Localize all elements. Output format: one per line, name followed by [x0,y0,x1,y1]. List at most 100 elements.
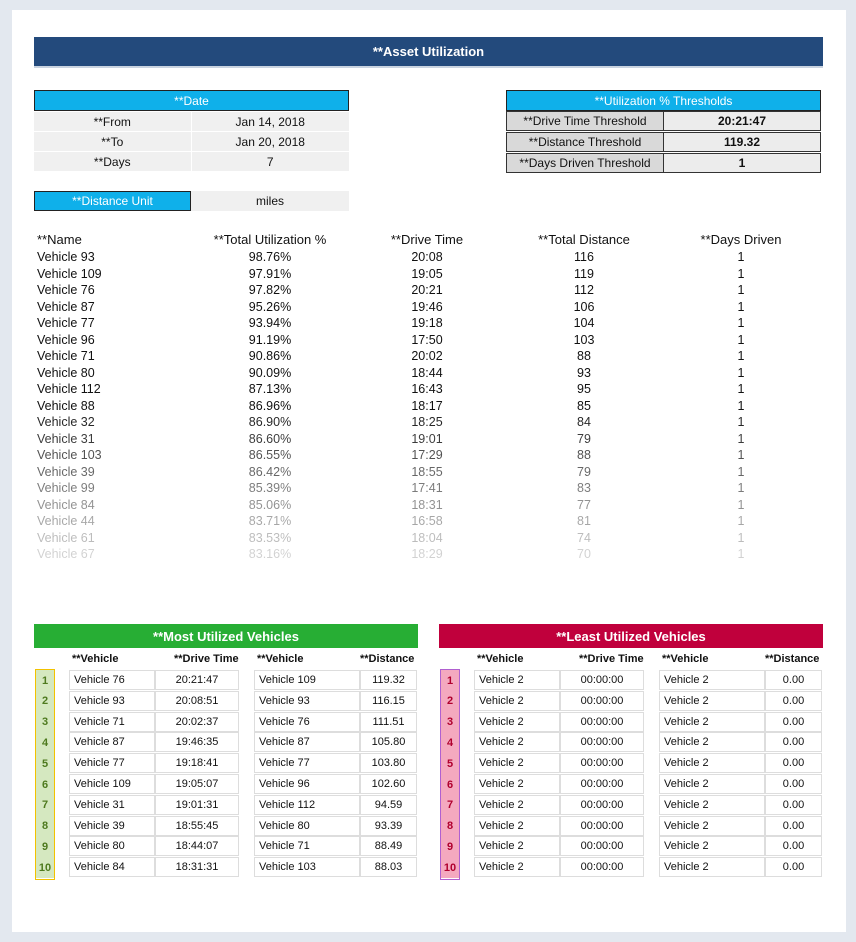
rank-number: 8 [441,815,459,837]
column-header: **Vehicle [477,653,524,665]
vehicle-name: Vehicle 88 [37,398,95,413]
threshold-value: 20:21:47 [664,111,821,131]
utilization-percent: 83.16% [248,547,292,561]
most-utilized-header: **Most Utilized Vehicles [34,624,418,648]
distance: 88.49 [360,836,417,857]
vehicle-name: Vehicle 77 [254,753,360,774]
drive-time: 18:31 [411,497,443,512]
utilization-percent: 83.53% [248,530,292,545]
distance: 0.00 [765,857,822,878]
distance: 116.15 [360,690,417,711]
vehicle-name: Vehicle 76 [69,670,155,690]
rank-number: 5 [36,753,54,775]
drive-time: 20:08 [411,250,443,264]
utilization-percent: 86.42% [248,464,292,479]
drive-time: 00:00:00 [560,711,644,732]
drive-time: 00:00:00 [560,732,644,753]
threshold-row: **Distance Threshold 119.32 [506,132,821,153]
days-driven: 1 [737,464,745,479]
distance-unit-row: **Distance Unit miles [34,191,349,212]
vehicle-name: Vehicle 96 [37,332,95,347]
column-header: **Drive Time [390,232,464,247]
rank-number: 5 [441,753,459,775]
days-value: 7 [191,152,349,171]
vehicle-name: Vehicle 93 [37,250,95,264]
vehicle-name: Vehicle 84 [69,857,155,878]
rank-number: 1 [441,670,459,691]
vehicle-name: Vehicle 80 [37,365,95,380]
total-distance: 95 [577,382,591,396]
drive-time: 19:18 [411,316,443,330]
days-driven: 1 [737,481,745,495]
vehicle-name: Vehicle 2 [659,815,765,836]
vehicle-name: Vehicle 2 [474,753,560,774]
vehicle-name: Vehicle 61 [37,530,95,545]
days-driven: 1 [737,514,745,528]
utilization-percent: 83.71% [248,514,292,528]
drive-time: 00:00:00 [560,753,644,774]
utilization-percent: 86.96% [248,398,292,413]
vehicle-name: Vehicle 2 [474,690,560,711]
days-driven: 1 [737,299,745,314]
table-row: Vehicle 112 87.13% 16:43 95 1 [37,382,817,398]
days-driven: 1 [737,332,745,347]
column-header: **Distance [765,653,820,665]
drive-time: 20:08:51 [155,690,239,711]
days-driven: 1 [737,250,745,264]
date-header: **Date [34,90,349,111]
vehicle-name: Vehicle 31 [69,794,155,815]
total-distance: 81 [577,514,591,528]
utilization-percent: 87.13% [248,382,292,396]
thresholds-header: **Utilization % Thresholds [506,90,821,111]
total-distance: 88 [577,349,591,363]
distance: 103.80 [360,753,417,774]
total-distance: 70 [577,547,591,561]
vehicle-name: Vehicle 2 [474,732,560,753]
column-header: **Drive Time [174,653,239,665]
total-distance: 119 [574,266,594,281]
vehicle-name: Vehicle 2 [659,670,765,690]
distance: 0.00 [765,670,822,690]
vehicle-name: Vehicle 2 [474,711,560,732]
vehicle-name: Vehicle 109 [69,774,155,794]
days-driven: 1 [737,448,745,462]
drive-time: 19:05:07 [155,774,239,794]
column-header: **Days Driven [700,232,782,247]
utilization-percent: 85.39% [248,481,292,495]
vehicle-name: Vehicle 112 [37,382,101,396]
vehicle-name: Vehicle 71 [37,349,95,363]
distance: 119.32 [360,670,417,690]
vehicle-name: Vehicle 76 [37,283,95,297]
vehicle-name: Vehicle 67 [37,547,95,561]
table-row: Vehicle 32 86.90% 18:25 84 1 [37,415,817,431]
threshold-value: 119.32 [664,132,821,152]
rank-number: 10 [36,857,54,879]
threshold-row: **Drive Time Threshold 20:21:47 [506,111,821,132]
rank-number: 3 [441,711,459,733]
days-driven: 1 [737,530,745,545]
vehicle-name: Vehicle 39 [69,815,155,836]
total-distance: 83 [577,481,591,495]
vehicle-name: Vehicle 2 [659,857,765,878]
days-driven: 1 [737,365,745,380]
drive-time: 19:01 [411,431,443,446]
utilization-percent: 97.82% [248,283,292,297]
distance: 93.39 [360,815,417,836]
drive-time: 18:04 [411,530,443,545]
distance: 111.51 [360,711,417,732]
utilization-percent: 91.19% [248,332,292,347]
vehicle-name: Vehicle 87 [254,732,360,753]
vehicle-name: Vehicle 2 [659,732,765,753]
drive-time: 17:41 [411,481,443,495]
vehicle-name: Vehicle 39 [37,464,95,479]
total-distance: 79 [577,464,591,479]
distance: 0.00 [765,753,822,774]
drive-time: 18:29 [411,547,443,561]
drive-time: 18:44:07 [155,836,239,857]
rank-number: 6 [36,774,54,795]
vehicle-name: Vehicle 87 [69,732,155,753]
vehicle-name: Vehicle 32 [37,415,95,429]
vehicle-name: Vehicle 87 [37,299,95,314]
table-row: Vehicle 93 98.76% 20:08 116 1 [37,250,817,266]
table-header-row: **Name **Total Utilization % **Drive Time *… [37,232,817,248]
